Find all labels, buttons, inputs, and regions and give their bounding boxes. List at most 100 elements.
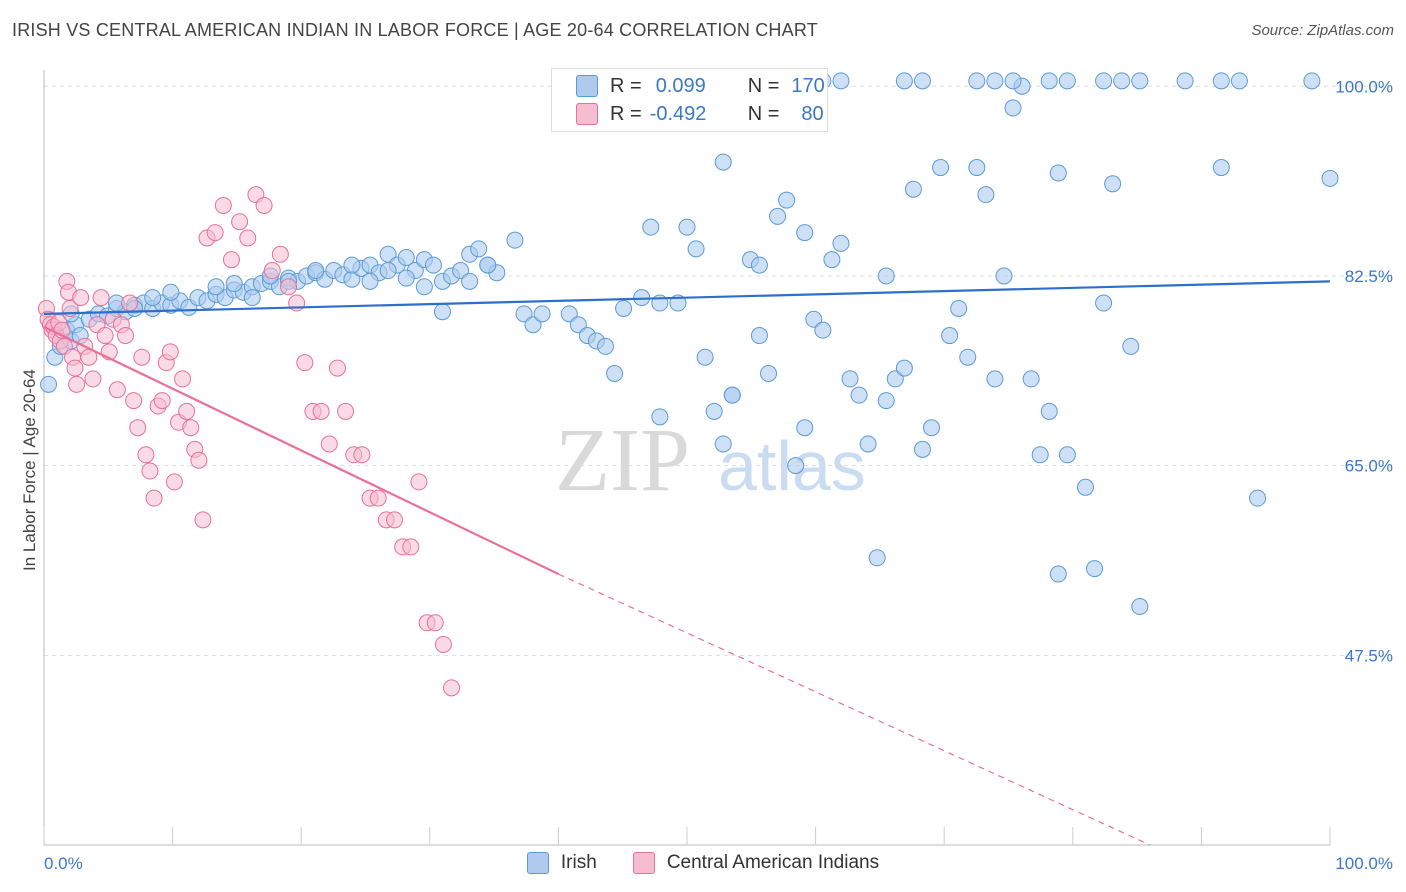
irish-point [1058,446,1076,464]
cai-swatch [576,103,598,125]
cai-point [231,213,249,231]
cai-point [161,343,179,361]
irish-point [397,249,415,267]
cai-point [153,392,171,410]
irish-n-value: 170 [791,74,825,97]
irish-point [1113,72,1131,90]
cai-point [222,251,240,269]
cai-point [263,262,281,280]
irish-point [144,289,162,307]
legend-label-cai: Central American Indians [666,852,880,873]
irish-point [533,305,551,323]
irish-point [1004,72,1022,90]
cai-point [174,370,192,388]
x-tick-label: 0.0% [44,854,83,873]
cai-point [145,489,163,507]
irish-point [796,224,814,242]
cai-point [296,354,314,372]
legend-n-label: N = [747,102,780,125]
irish-point [714,435,732,453]
irish-point [397,269,415,287]
cai-point [165,473,183,491]
irish-point [433,303,451,321]
irish-point [687,240,705,258]
irish-point [723,386,741,404]
cai-point [129,419,147,437]
cai-r-value: -0.492 [649,102,707,125]
irish-point [225,275,243,293]
irish-point [162,283,180,301]
irish-point [904,180,922,198]
irish-point [506,231,524,249]
irish-point [877,392,895,410]
correlation-legend: R = 0.099 N = 170 R = -0.492 N = 80 [551,68,828,132]
irish-point [651,408,669,426]
irish-point [1230,72,1248,90]
cai-point [426,614,444,632]
cai-point [84,370,102,388]
irish-point [950,299,968,317]
irish-swatch [576,75,598,97]
cai-point [125,392,143,410]
irish-point [415,278,433,296]
irish-point [778,191,796,209]
irish-point [207,278,225,296]
cai-point [108,381,126,399]
y-tick-label: 65.0% [1345,457,1393,476]
irish-point [569,316,587,334]
cai-point [255,196,273,214]
irish-point [678,218,696,236]
irish-point [515,305,533,323]
cai-point [239,229,257,247]
irish-point [977,186,995,204]
irish-r-value: 0.099 [655,74,706,97]
irish-point [913,72,931,90]
irish-point [959,348,977,366]
irish-point [361,272,379,290]
irish-point [1058,72,1076,90]
y-tick-label: 47.5% [1345,646,1393,665]
irish-point [995,267,1013,285]
irish-point [1321,169,1339,187]
irish-point [968,72,986,90]
cai-point [271,245,289,263]
x-tick-label: 100.0% [1335,854,1393,873]
legend-row-irish: R = 0.099 N = 170 [576,73,825,99]
cai-swatch [632,852,655,874]
irish-point [787,457,805,475]
irish-point [886,370,904,388]
irish-point [452,262,470,280]
irish-point [606,364,624,382]
cai-point [353,446,371,464]
cai-point [182,419,200,437]
irish-point [1131,72,1149,90]
cai-point [133,348,151,366]
legend-row-cai: R = -0.492 N = 80 [576,101,824,127]
irish-point [796,419,814,437]
irish-point [1022,370,1040,388]
irish-point [814,321,832,339]
irish-point [596,337,614,355]
irish-point [1104,175,1122,193]
cai-point [443,679,461,697]
irish-point [1031,446,1049,464]
cai-point [66,359,84,377]
irish-point [760,364,778,382]
source-label: Source: ZipAtlas.com [1251,22,1394,39]
series-legend: Irish Central American Indians [0,852,1406,874]
irish-point [895,359,913,377]
irish-point [1040,402,1058,420]
irish-point [470,240,488,258]
irish-point [714,153,732,171]
cai-point [337,402,355,420]
irish-point [343,256,361,274]
cai-point [214,196,232,214]
cai-point [312,402,330,420]
irish-point [642,218,660,236]
cai-point [96,327,114,345]
chart-title: IRISH VS CENTRAL AMERICAN INDIAN IN LABO… [12,20,818,40]
cai-point [92,289,110,307]
irish-point [560,305,578,323]
irish-point [379,262,397,280]
irish-point [841,370,859,388]
